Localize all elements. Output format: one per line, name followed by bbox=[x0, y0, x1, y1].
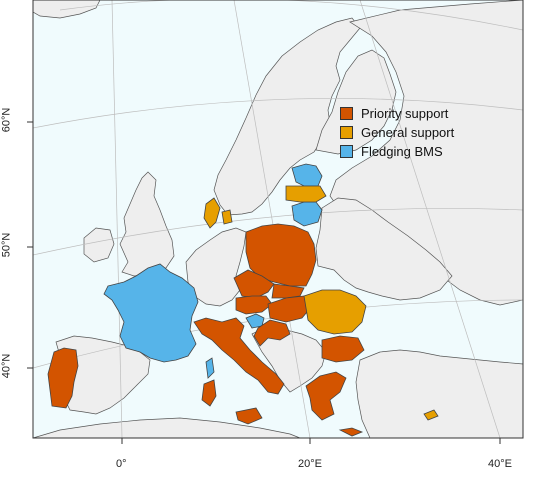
portugal bbox=[47, 347, 79, 409]
priority-group bbox=[47, 223, 365, 437]
fledging-group bbox=[103, 163, 323, 379]
italy bbox=[193, 317, 285, 395]
legend-swatch-fledging bbox=[340, 145, 353, 158]
legend-item-fledging: Fledging BMS bbox=[340, 142, 490, 161]
legend-label-priority: Priority support bbox=[361, 106, 449, 121]
graticule-60n bbox=[32, 98, 524, 129]
legend-swatch-general bbox=[340, 126, 353, 139]
sicily bbox=[235, 407, 263, 425]
bulgaria bbox=[321, 335, 365, 363]
legend-item-priority: Priority support bbox=[340, 104, 490, 123]
north-africa bbox=[32, 417, 301, 439]
x-tick-40e: 40°E bbox=[488, 458, 512, 470]
axis-ticks bbox=[27, 121, 501, 444]
graticule-50n bbox=[32, 208, 524, 256]
corsica bbox=[205, 357, 215, 379]
graticule-0e bbox=[111, 0, 123, 439]
greece bbox=[305, 371, 347, 421]
graticule-20e bbox=[233, 0, 311, 439]
slovenia bbox=[245, 313, 265, 329]
legend-item-general: General support bbox=[340, 123, 490, 142]
map-legend: Priority support General support Fledgin… bbox=[340, 104, 490, 161]
romania bbox=[303, 289, 367, 335]
legend-label-fledging: Fledging BMS bbox=[361, 144, 443, 159]
austria bbox=[235, 295, 273, 315]
ireland bbox=[83, 227, 115, 263]
scandinavia bbox=[213, 17, 361, 216]
france bbox=[103, 263, 199, 363]
sardinia bbox=[201, 379, 217, 407]
legend-label-general: General support bbox=[361, 125, 455, 140]
croatia bbox=[253, 319, 291, 347]
denmark bbox=[203, 197, 221, 229]
legend-swatch-priority bbox=[340, 107, 353, 120]
czechia bbox=[233, 269, 275, 299]
estonia bbox=[291, 163, 323, 187]
crete bbox=[338, 427, 364, 437]
graticule-40e bbox=[359, 0, 501, 439]
belarus-ukraine bbox=[315, 197, 453, 301]
y-tick-60n: 60°N bbox=[0, 107, 13, 133]
great-britain bbox=[119, 171, 175, 277]
plot-frame bbox=[32, 0, 524, 439]
cyprus bbox=[423, 409, 439, 421]
finland bbox=[315, 49, 397, 155]
x-tick-0: 0° bbox=[116, 458, 127, 470]
y-tick-50n: 50°N bbox=[0, 232, 13, 258]
latvia bbox=[285, 185, 327, 203]
general-group bbox=[203, 185, 439, 421]
turkey bbox=[355, 349, 524, 439]
y-tick-40n: 40°N bbox=[0, 353, 13, 379]
germany-benelux bbox=[185, 227, 247, 307]
x-tick-20e: 20°E bbox=[298, 458, 322, 470]
slovakia bbox=[271, 283, 305, 299]
denmark-islands bbox=[221, 209, 233, 225]
poland bbox=[245, 223, 317, 287]
